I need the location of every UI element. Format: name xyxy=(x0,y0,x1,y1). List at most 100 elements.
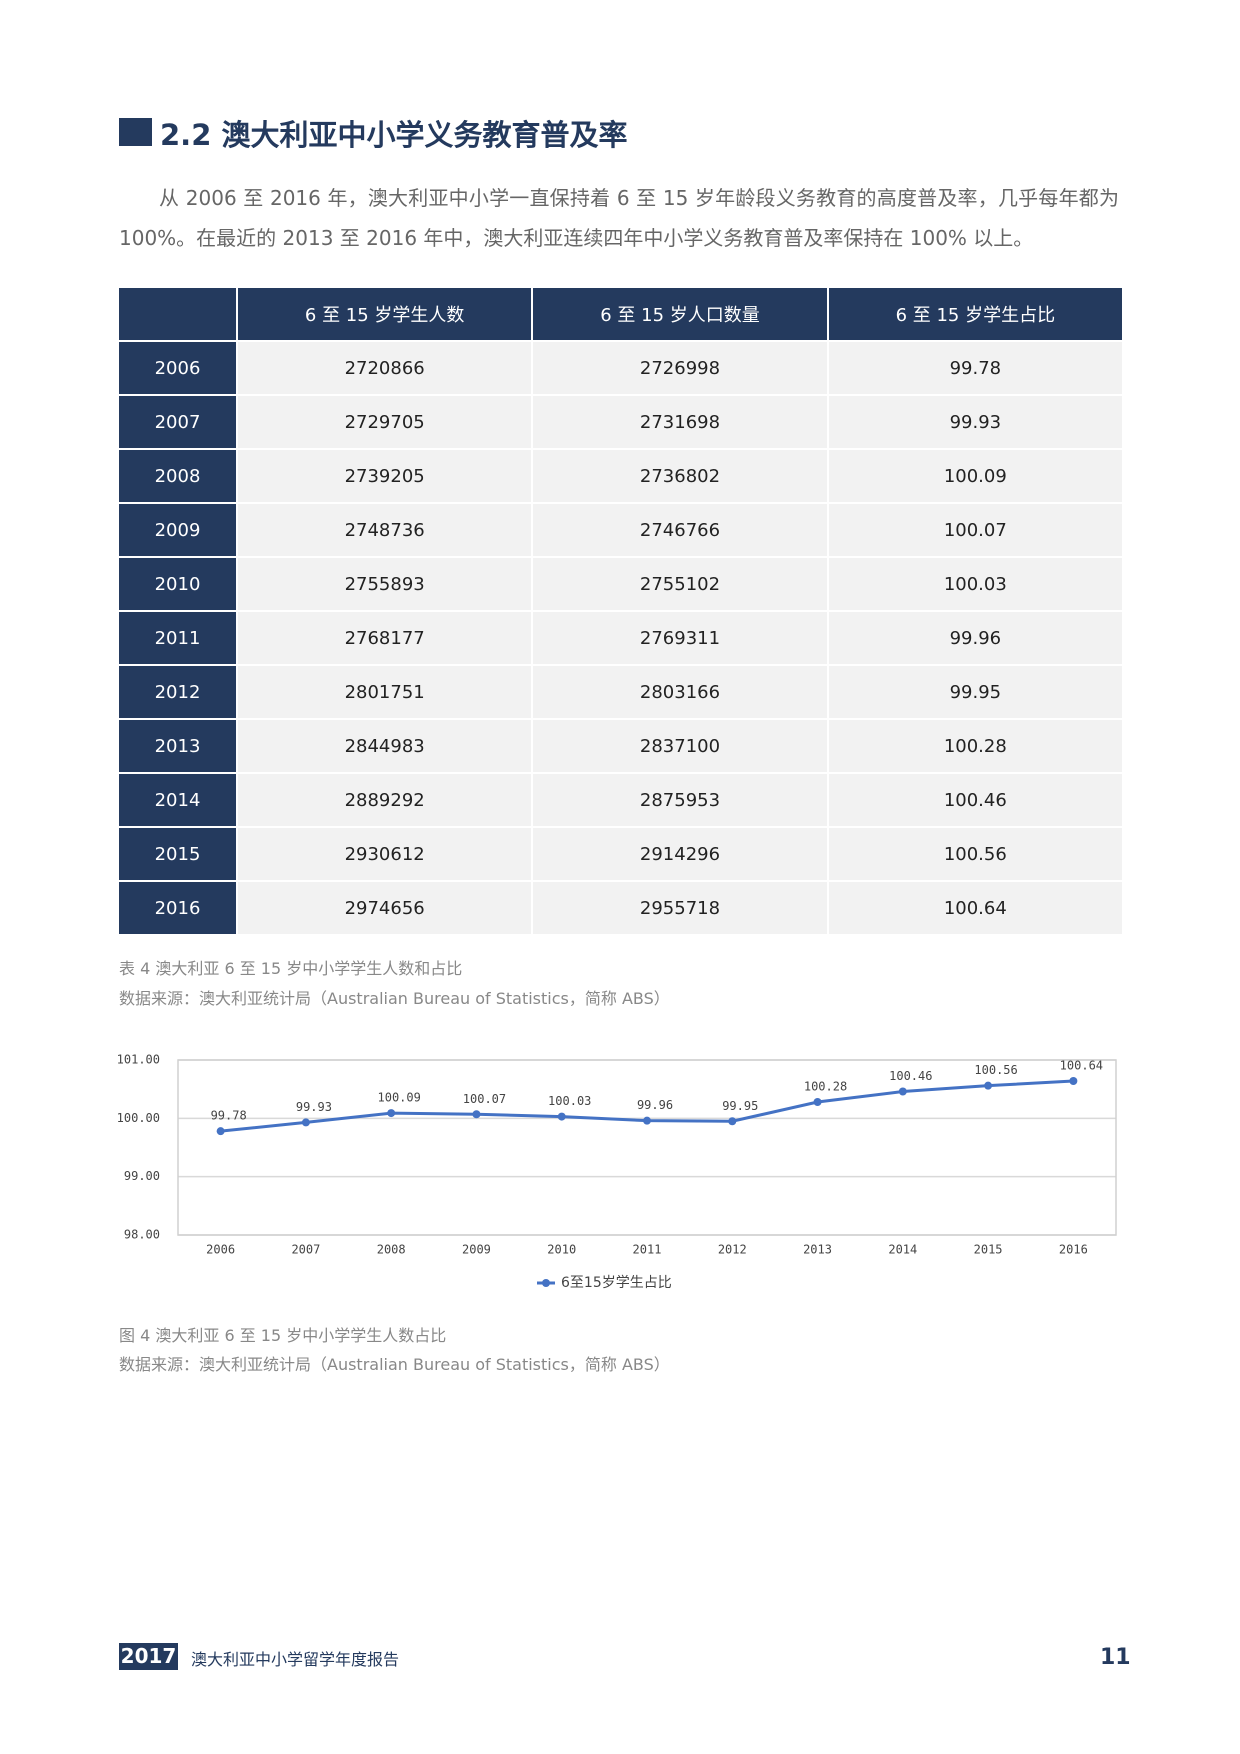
table-row: 2010 2755893 2755102 100.03 xyxy=(119,558,1122,610)
table-cell: 2955718 xyxy=(533,882,827,934)
row-header: 2009 xyxy=(119,504,236,556)
row-header: 2016 xyxy=(119,882,236,934)
table-cell: 2748736 xyxy=(238,504,532,556)
data-label: 99.93 xyxy=(296,1100,332,1114)
y-tick-label: 100.00 xyxy=(117,1111,160,1125)
data-label: 100.09 xyxy=(378,1091,421,1105)
table-cell: 2726998 xyxy=(533,342,827,394)
table-cell: 2914296 xyxy=(533,828,827,880)
table-cell: 2720866 xyxy=(238,342,532,394)
data-label: 99.95 xyxy=(722,1099,758,1113)
table-cell: 2739205 xyxy=(238,450,532,502)
data-point xyxy=(557,1112,566,1121)
table-source: 数据来源：澳大利亚统计局（Australian Bureau of Statis… xyxy=(119,989,670,1008)
row-header: 2007 xyxy=(119,396,236,448)
table-row: 2011 2768177 2769311 99.96 xyxy=(119,612,1122,664)
page-number: 11 xyxy=(1100,1645,1131,1670)
data-label: 100.64 xyxy=(1060,1059,1103,1073)
table-cell: 100.03 xyxy=(828,558,1122,610)
data-label: 100.28 xyxy=(804,1080,847,1094)
row-header: 2012 xyxy=(119,666,236,718)
row-header: 2008 xyxy=(119,450,236,502)
footer-year: 2017 xyxy=(119,1643,178,1670)
table-cell: 2746766 xyxy=(533,504,827,556)
plot-frame xyxy=(177,1059,1117,1236)
data-label: 100.46 xyxy=(889,1069,932,1083)
data-point xyxy=(728,1117,737,1126)
table-cell: 100.46 xyxy=(828,774,1122,826)
table-cell: 99.78 xyxy=(828,342,1122,394)
legend-marker xyxy=(542,1279,550,1287)
legend-label: 6至15岁学生占比 xyxy=(561,1275,672,1291)
row-header: 2010 xyxy=(119,558,236,610)
row-header: 2015 xyxy=(119,828,236,880)
table-cell: 2755102 xyxy=(533,558,827,610)
row-header: 2006 xyxy=(119,342,236,394)
table-cell: 2844983 xyxy=(238,720,532,772)
table-cell: 2801751 xyxy=(238,666,532,718)
table-row: 2015 2930612 2914296 100.56 xyxy=(119,828,1122,880)
footer-report: 澳大利亚中小学留学年度报告 xyxy=(191,1650,400,1669)
data-point xyxy=(216,1127,225,1136)
x-tick-label: 2012 xyxy=(718,1243,747,1257)
x-tick-label: 2011 xyxy=(633,1243,662,1257)
table-row: 2013 2844983 2837100 100.28 xyxy=(119,720,1122,772)
data-point xyxy=(813,1098,822,1106)
table-cell: 100.09 xyxy=(828,450,1122,502)
table-row: 2006 2720866 2726998 99.78 xyxy=(119,342,1122,394)
figure-source: 数据来源：澳大利亚统计局（Australian Bureau of Statis… xyxy=(119,1355,670,1374)
data-point xyxy=(301,1118,310,1127)
line-chart: 98.00 99.00 100.00 101.00 2006 2007 2008 2009 20… xyxy=(117,1053,1117,1291)
x-tick-label: 2006 xyxy=(206,1243,235,1257)
row-header: 2014 xyxy=(119,774,236,826)
x-tick-label: 2007 xyxy=(291,1243,320,1257)
table-cell: 2803166 xyxy=(533,666,827,718)
x-tick-label: 2009 xyxy=(462,1243,491,1257)
table-cell: 2974656 xyxy=(238,882,532,934)
title-marker xyxy=(119,118,152,146)
table-cell: 2930612 xyxy=(238,828,532,880)
table-row: 2009 2748736 2746766 100.07 xyxy=(119,504,1122,556)
data-label: 100.07 xyxy=(463,1092,506,1106)
table-cell: 2768177 xyxy=(238,612,532,664)
table-cell: 2729705 xyxy=(238,396,532,448)
table-cell: 99.93 xyxy=(828,396,1122,448)
y-tick-label: 99.00 xyxy=(124,1169,160,1183)
table-row: 2012 2801751 2803166 99.95 xyxy=(119,666,1122,718)
data-table: 6 至 15 岁学生人数 6 至 15 岁人口数量 6 至 15 岁学生占比 200… xyxy=(117,286,1124,936)
table-cell: 100.56 xyxy=(828,828,1122,880)
header-row: 6 至 15 岁学生人数 6 至 15 岁人口数量 6 至 15 岁学生占比 xyxy=(119,288,1122,340)
table-cell: 2731698 xyxy=(533,396,827,448)
x-tick-label: 2016 xyxy=(1059,1243,1088,1257)
table-cell: 2755893 xyxy=(238,558,532,610)
table-row: 2014 2889292 2875953 100.46 xyxy=(119,774,1122,826)
x-tick-label: 2008 xyxy=(377,1243,406,1257)
data-label: 100.56 xyxy=(974,1063,1017,1077)
table-caption: 表 4 澳大利亚 6 至 15 岁中小学学生人数和占比 xyxy=(119,959,463,978)
table-row: 2007 2729705 2731698 99.93 xyxy=(119,396,1122,448)
data-label: 100.03 xyxy=(548,1094,591,1108)
x-tick-label: 2013 xyxy=(803,1243,832,1257)
table-cell: 100.07 xyxy=(828,504,1122,556)
table-row: 2016 2974656 2955718 100.64 xyxy=(119,882,1122,934)
table-row: 2008 2739205 2736802 100.09 xyxy=(119,450,1122,502)
column-header: 6 至 15 岁学生占比 xyxy=(828,288,1122,340)
y-tick-label: 98.00 xyxy=(124,1228,160,1242)
figure-caption: 图 4 澳大利亚 6 至 15 岁中小学学生人数占比 xyxy=(119,1326,447,1345)
table-cell: 100.64 xyxy=(828,882,1122,934)
table-cell: 2875953 xyxy=(533,774,827,826)
table-cell: 2736802 xyxy=(533,450,827,502)
data-label: 99.96 xyxy=(637,1098,673,1112)
row-header: 2013 xyxy=(119,720,236,772)
table-cell: 99.96 xyxy=(828,612,1122,664)
section-title: 2.2 澳大利亚中小学义务教育普及率 xyxy=(160,118,628,152)
data-point xyxy=(643,1116,651,1125)
table-body: 2006 2720866 2726998 99.78 2007 2729705 273169… xyxy=(119,342,1122,934)
column-header: 6 至 15 岁学生人数 xyxy=(238,288,532,340)
table-cell: 2837100 xyxy=(533,720,827,772)
table-cell: 100.28 xyxy=(828,720,1122,772)
table-cell: 2769311 xyxy=(533,612,827,664)
y-tick-label: 101.00 xyxy=(117,1053,160,1067)
data-label: 99.78 xyxy=(211,1109,247,1123)
